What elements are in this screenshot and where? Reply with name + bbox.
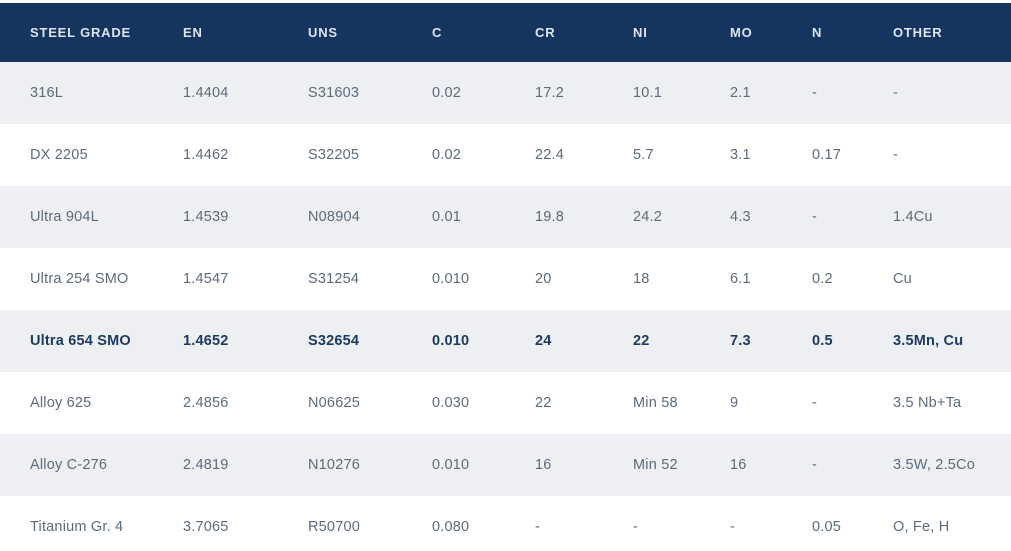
value-cell: - xyxy=(812,395,818,411)
value-cell: 1.4Cu xyxy=(893,209,933,225)
column-header-c: C xyxy=(432,25,443,40)
value-cell: 2.1 xyxy=(730,85,751,101)
value-cell: 0.2 xyxy=(812,271,833,287)
steel-grade-cell: Ultra 254 SMO xyxy=(30,271,129,287)
value-cell: 9 xyxy=(730,395,739,411)
value-cell: 0.010 xyxy=(432,457,470,473)
table-row: Alloy C-276 2.4819 N10276 0.010 16 Min 52 16 - 3… xyxy=(0,434,1011,496)
value-cell: - xyxy=(730,519,736,535)
value-cell: 3.1 xyxy=(730,147,751,163)
value-cell: 0.02 xyxy=(432,147,462,163)
steel-grade-cell: Ultra 654 SMO xyxy=(30,333,131,349)
value-cell: 0.17 xyxy=(812,147,842,163)
value-cell: O, Fe, H xyxy=(893,519,950,535)
value-cell: 0.010 xyxy=(432,271,470,287)
value-cell: N10276 xyxy=(308,457,360,473)
value-cell: 24 xyxy=(535,333,552,349)
value-cell: 17.2 xyxy=(535,85,565,101)
value-cell: - xyxy=(812,457,818,473)
value-cell: Min 58 xyxy=(633,395,678,411)
value-cell: 3.5 Nb+Ta xyxy=(893,395,962,411)
steel-grade-cell: 316L xyxy=(30,85,64,101)
value-cell: 6.1 xyxy=(730,271,751,287)
value-cell: - xyxy=(812,85,818,101)
value-cell: 0.01 xyxy=(432,209,462,225)
table-header-row: STEEL GRADE EN UNS C CR NI MO N OTHER xyxy=(0,3,1011,62)
table-row: 316L 1.4404 S31603 0.02 17.2 10.1 2.1 - - xyxy=(0,62,1011,124)
value-cell: Cu xyxy=(893,271,912,287)
value-cell: 0.02 xyxy=(432,85,462,101)
value-cell: 10.1 xyxy=(633,85,663,101)
value-cell: 20 xyxy=(535,271,552,287)
value-cell: 3.5W, 2.5Co xyxy=(893,457,975,473)
value-cell: 1.4652 xyxy=(183,333,229,349)
value-cell: S32205 xyxy=(308,147,360,163)
value-cell: 1.4539 xyxy=(183,209,229,225)
value-cell: Min 52 xyxy=(633,457,678,473)
table-row: DX 2205 1.4462 S32205 0.02 22.4 5.7 3.1 0.17 - xyxy=(0,124,1011,186)
column-header-cr: CR xyxy=(535,25,556,40)
column-header-n: N xyxy=(812,25,823,40)
value-cell: S31254 xyxy=(308,271,360,287)
table-row: Titanium Gr. 4 3.7065 R50700 0.080 - - - 0.05 O,… xyxy=(0,496,1011,551)
value-cell: 3.5Mn, Cu xyxy=(893,333,964,349)
column-header-uns: UNS xyxy=(308,25,338,40)
value-cell: 18 xyxy=(633,271,650,287)
value-cell: 4.3 xyxy=(730,209,751,225)
value-cell: - xyxy=(535,519,541,535)
steel-grade-cell: Ultra 904L xyxy=(30,209,99,225)
column-header-ni: NI xyxy=(633,25,648,40)
value-cell: 0.030 xyxy=(432,395,470,411)
value-cell: N08904 xyxy=(308,209,360,225)
value-cell: 2.4856 xyxy=(183,395,229,411)
value-cell: 5.7 xyxy=(633,147,654,163)
value-cell: 1.4547 xyxy=(183,271,229,287)
value-cell: 0.010 xyxy=(432,333,470,349)
value-cell: 16 xyxy=(730,457,747,473)
value-cell: N06625 xyxy=(308,395,360,411)
value-cell: 1.4404 xyxy=(183,85,229,101)
value-cell: - xyxy=(893,147,899,163)
value-cell: 0.5 xyxy=(812,333,833,349)
value-cell: 22 xyxy=(633,333,650,349)
table-row: Alloy 625 2.4856 N06625 0.030 22 Min 58 9 - 3.5 … xyxy=(0,372,1011,434)
steel-grade-cell: DX 2205 xyxy=(30,147,88,163)
value-cell: R50700 xyxy=(308,519,360,535)
column-header-other: OTHER xyxy=(893,25,943,40)
table-row: Ultra 654 SMO 1.4652 S32654 0.010 24 22 7.3 0.5… xyxy=(0,310,1011,372)
value-cell: 22 xyxy=(535,395,552,411)
value-cell: 7.3 xyxy=(730,333,751,349)
value-cell: 16 xyxy=(535,457,552,473)
column-header-mo: MO xyxy=(730,25,753,40)
steel-grade-cell: Titanium Gr. 4 xyxy=(30,519,124,535)
value-cell: 19.8 xyxy=(535,209,565,225)
value-cell: 3.7065 xyxy=(183,519,229,535)
column-header-steel-grade: STEEL GRADE xyxy=(30,25,132,40)
value-cell: 0.080 xyxy=(432,519,470,535)
value-cell: - xyxy=(812,209,818,225)
steel-grade-cell: Alloy 625 xyxy=(30,395,92,411)
table-top-spacer xyxy=(0,0,1011,3)
value-cell: 22.4 xyxy=(535,147,565,163)
value-cell: S32654 xyxy=(308,333,360,349)
column-header-en: EN xyxy=(183,25,203,40)
table-row: Ultra 904L 1.4539 N08904 0.01 19.8 24.2 4.3 - 1.… xyxy=(0,186,1011,248)
value-cell: - xyxy=(893,85,899,101)
table-body: 316L 1.4404 S31603 0.02 17.2 10.1 2.1- - DX 2205… xyxy=(0,62,1011,551)
value-cell: S31603 xyxy=(308,85,360,101)
steel-grade-cell: Alloy C-276 xyxy=(30,457,108,473)
value-cell: - xyxy=(633,519,639,535)
value-cell: 2.4819 xyxy=(183,457,229,473)
value-cell: 1.4462 xyxy=(183,147,229,163)
value-cell: 0.05 xyxy=(812,519,842,535)
value-cell: 24.2 xyxy=(633,209,663,225)
table-row: Ultra 254 SMO 1.4547 S31254 0.010 20 18 6.1 0.2… xyxy=(0,248,1011,310)
